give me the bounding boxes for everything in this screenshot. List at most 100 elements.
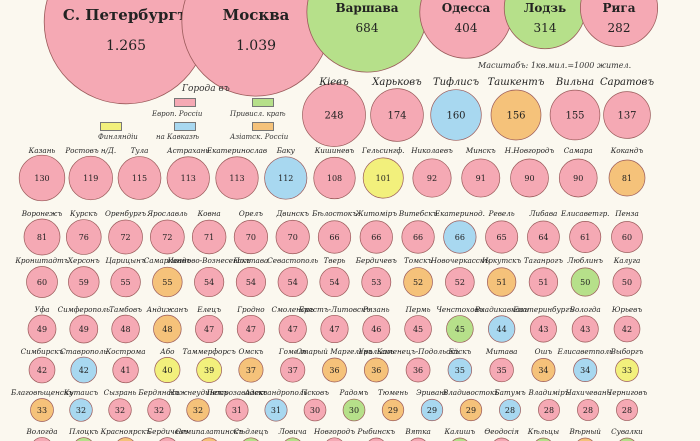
city-bubble bbox=[368, 437, 384, 441]
city-name-label: Витебскъ bbox=[398, 209, 438, 218]
city-bubble bbox=[447, 357, 473, 383]
city-name-label: Елецъ bbox=[196, 305, 221, 314]
city-bubble bbox=[278, 314, 307, 344]
city-value-label: 65 bbox=[497, 233, 507, 242]
city-bubble bbox=[75, 437, 92, 441]
city-name-label: Уфа bbox=[34, 305, 49, 314]
city-value-label: 31 bbox=[271, 406, 281, 415]
city-name-label: Оренбургъ bbox=[105, 209, 146, 218]
city-name-label: Ставрополь bbox=[60, 347, 107, 356]
city-bubble bbox=[452, 437, 468, 441]
city-value-label: 174 bbox=[387, 111, 406, 122]
city-name-label: Бердичевъ bbox=[355, 256, 397, 265]
city-value-label: 50 bbox=[622, 278, 632, 287]
city-name-label: Калуга bbox=[613, 256, 641, 265]
legend-swatch-asiatic bbox=[252, 122, 274, 131]
city-name-label: Семипалатинскъ bbox=[175, 427, 243, 436]
city-value-label: 49 bbox=[79, 325, 89, 334]
city-value-label: 404 bbox=[455, 21, 478, 35]
city-bubble bbox=[612, 267, 642, 297]
city-name-label: Ейскъ bbox=[447, 347, 471, 356]
city-value-label: 34 bbox=[538, 366, 548, 375]
city-name-label: Старый Маргеланъ bbox=[296, 347, 373, 356]
city-name-label: Выборгъ bbox=[610, 347, 644, 356]
city-name-label: Самаркандъ bbox=[144, 256, 191, 265]
city-name-label: Одесса bbox=[442, 1, 491, 15]
city-bubble bbox=[535, 437, 552, 441]
city-bubble bbox=[238, 357, 264, 383]
city-bubble bbox=[110, 266, 141, 298]
city-value-label: 71 bbox=[204, 233, 214, 242]
city-bubble bbox=[195, 314, 224, 344]
city-name-label: Тула bbox=[131, 146, 149, 155]
city-value-label: 92 bbox=[427, 174, 437, 183]
city-value-label: 1.265 bbox=[106, 38, 146, 54]
city-value-label: 50 bbox=[580, 278, 590, 287]
city-bubble bbox=[531, 357, 556, 383]
city-bubble bbox=[277, 266, 308, 298]
city-bubble bbox=[317, 220, 352, 254]
city-bubble bbox=[154, 357, 181, 383]
city-value-label: 37 bbox=[246, 366, 256, 375]
city-value-label: 70 bbox=[246, 233, 256, 242]
city-value-label: 52 bbox=[455, 278, 465, 287]
city-bubble bbox=[359, 220, 393, 254]
city-bubble bbox=[370, 88, 424, 142]
city-bubble bbox=[613, 315, 641, 343]
city-bubble bbox=[361, 267, 392, 297]
city-bubble bbox=[152, 266, 183, 298]
city-value-label: 66 bbox=[371, 233, 381, 242]
city-bubble bbox=[194, 266, 225, 298]
city-bubble bbox=[66, 219, 102, 255]
city-value-label: 66 bbox=[413, 233, 423, 242]
city-bubble bbox=[608, 159, 646, 197]
city-bubble bbox=[404, 315, 432, 343]
city-name-label: Иркутскъ bbox=[481, 256, 521, 265]
city-name-label: Самара bbox=[564, 146, 593, 155]
city-name-label: Омскъ bbox=[238, 347, 263, 356]
city-bubble bbox=[28, 356, 56, 384]
city-name-label: Кіевъ bbox=[318, 77, 349, 88]
city-name-label: Пенза bbox=[614, 209, 638, 218]
city-name-label: Ошъ bbox=[535, 347, 553, 356]
city-bubble bbox=[280, 357, 306, 383]
city-name-label: Ковна bbox=[197, 209, 221, 218]
city-bubble bbox=[342, 398, 366, 422]
city-name-label: Николаевъ bbox=[410, 146, 453, 155]
city-name-label: Бердичевъ bbox=[146, 427, 188, 436]
city-bubble bbox=[33, 437, 51, 441]
city-bubble bbox=[410, 437, 426, 441]
city-name-label: Курскъ bbox=[69, 209, 98, 218]
city-bubble bbox=[362, 157, 404, 199]
legend-swatch-finland bbox=[100, 122, 122, 131]
city-name-label: Елисаветполь bbox=[556, 347, 613, 356]
city-name-label: Ростовъ н/Д. bbox=[64, 146, 116, 155]
city-value-label: 81 bbox=[622, 174, 632, 183]
city-value-label: 30 bbox=[310, 406, 320, 415]
city-name-label: Царицынъ bbox=[105, 256, 145, 265]
city-name-label: Двинскъ bbox=[275, 209, 309, 218]
city-bubble bbox=[70, 356, 98, 384]
city-bubble bbox=[302, 83, 366, 147]
city-name-label: Новгородъ bbox=[313, 427, 355, 436]
city-value-label: 32 bbox=[193, 406, 203, 415]
city-name-label: Таммерфорсъ bbox=[183, 347, 236, 356]
city-bubble bbox=[147, 398, 171, 422]
city-bubble bbox=[485, 220, 519, 254]
legend-label-asiatic: Азіатск. Россіи bbox=[230, 133, 289, 141]
city-name-label: Лодзь bbox=[524, 1, 566, 15]
city-name-label: Саратовъ bbox=[600, 77, 654, 88]
city-bubble bbox=[284, 437, 301, 441]
city-name-label: Гродно bbox=[236, 305, 265, 314]
city-value-label: 282 bbox=[608, 21, 631, 35]
city-name-label: Житоміръ bbox=[355, 209, 398, 218]
city-name-label: Екатеринод. bbox=[434, 209, 485, 218]
city-value-label: 47 bbox=[246, 325, 256, 334]
city-name-label: Петрозаводскъ bbox=[206, 388, 268, 397]
city-name-label: Александрополь bbox=[244, 388, 308, 397]
city-bubble bbox=[186, 398, 210, 422]
city-bubble bbox=[111, 314, 140, 344]
city-bubble bbox=[528, 267, 559, 297]
city-name-label: Або bbox=[159, 347, 175, 356]
